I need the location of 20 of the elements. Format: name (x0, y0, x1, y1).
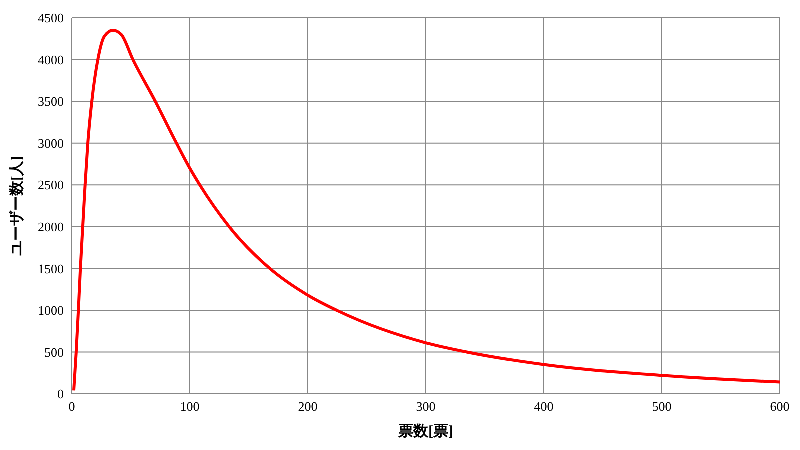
x-tick-label: 100 (180, 399, 200, 414)
y-tick-label: 1000 (38, 303, 64, 318)
y-tick-label: 4500 (38, 10, 64, 26)
y-tick-label: 2000 (38, 220, 64, 235)
y-tick-label: 3000 (38, 136, 64, 151)
y-tick-label: 500 (44, 344, 64, 360)
y-tick-label: 4000 (38, 52, 64, 68)
x-tick-label: 600 (770, 399, 790, 414)
line-series (72, 29, 780, 392)
x-tick-label: 400 (534, 399, 554, 414)
y-tick-label: 3500 (38, 94, 64, 110)
x-tick-label: 200 (298, 399, 318, 414)
y-tick-label: 0 (58, 386, 64, 402)
x-tick-label: 0 (68, 399, 76, 414)
x-tick-label: 300 (416, 399, 436, 414)
x-tick-label: 500 (652, 399, 672, 414)
y-tick-label: 1500 (38, 261, 64, 276)
y-tick-label: 2500 (38, 178, 64, 193)
x-axis-title: 票数[票] (398, 423, 454, 440)
y-axis-title: ユーザー数[人] (8, 156, 26, 256)
